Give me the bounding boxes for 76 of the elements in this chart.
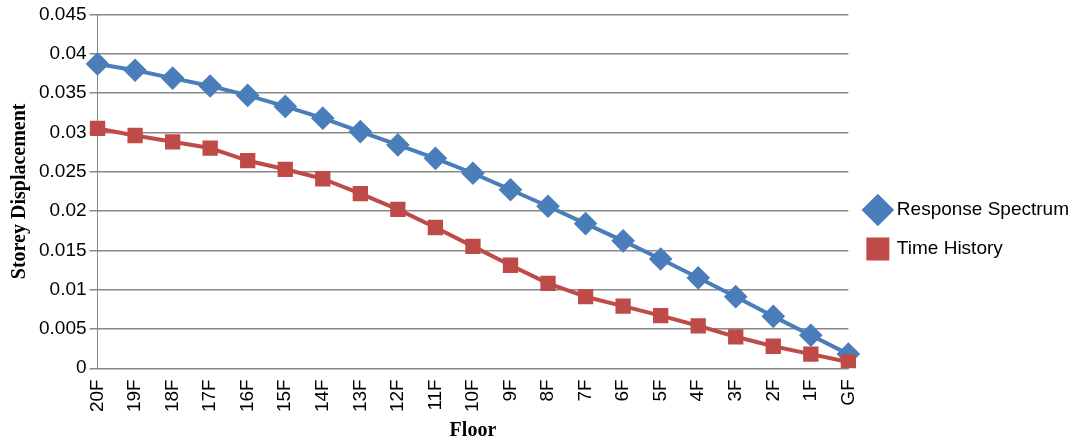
point bbox=[164, 134, 181, 150]
x-tick-label: 6F bbox=[611, 379, 633, 402]
point bbox=[240, 153, 256, 169]
point bbox=[352, 186, 368, 202]
point bbox=[161, 67, 184, 90]
point bbox=[803, 346, 819, 362]
y-tick-label: 0 bbox=[75, 356, 87, 378]
point bbox=[537, 195, 560, 218]
point bbox=[465, 238, 481, 255]
y-tick-label: 0.02 bbox=[49, 199, 87, 221]
point bbox=[615, 298, 631, 314]
x-tick-label: 19F bbox=[123, 379, 145, 413]
point bbox=[124, 59, 147, 82]
point bbox=[199, 74, 222, 97]
x-tick-label: 11F bbox=[423, 379, 445, 411]
x-tick-label: 10F bbox=[461, 379, 483, 413]
y-tick-label: 0.025 bbox=[39, 159, 87, 181]
x-tick-label: 3F bbox=[723, 379, 745, 402]
legend-label: Time History bbox=[896, 237, 1004, 259]
point bbox=[427, 219, 444, 236]
y-tick-label: 0.01 bbox=[49, 277, 87, 299]
point bbox=[728, 329, 744, 345]
y-tick-label: 0.035 bbox=[39, 81, 87, 103]
point bbox=[574, 212, 597, 235]
x-tick-label: 14F bbox=[311, 379, 333, 413]
x-tick-label: 18F bbox=[160, 379, 182, 413]
point bbox=[649, 247, 672, 270]
x-tick-label: 1F bbox=[799, 379, 821, 402]
x-tick-label: 15F bbox=[273, 379, 295, 413]
x-tick-label: 16F bbox=[235, 379, 257, 413]
point bbox=[315, 171, 331, 187]
x-tick-label: 4F bbox=[686, 379, 708, 402]
point bbox=[349, 120, 372, 143]
point bbox=[89, 120, 106, 137]
x-tick-label: 13F bbox=[348, 379, 370, 413]
point bbox=[86, 52, 109, 75]
point bbox=[236, 84, 259, 107]
point bbox=[202, 140, 218, 156]
y-tick-label: 0.04 bbox=[49, 41, 87, 63]
y-tick-label: 0.045 bbox=[39, 2, 87, 24]
y-axis-title: Storey Displacement bbox=[7, 103, 31, 280]
point bbox=[612, 229, 635, 252]
point bbox=[311, 107, 334, 130]
y-tick-label: 0.015 bbox=[39, 238, 87, 260]
point bbox=[502, 257, 519, 273]
point bbox=[461, 162, 484, 185]
x-tick-label: 7F bbox=[573, 379, 595, 402]
point bbox=[540, 275, 556, 291]
point bbox=[386, 133, 409, 156]
point bbox=[653, 307, 669, 324]
point bbox=[499, 178, 522, 201]
point bbox=[687, 266, 710, 289]
legend-label: Response Spectrum bbox=[896, 198, 1070, 220]
x-tick-label: 5F bbox=[648, 379, 670, 402]
point bbox=[390, 201, 406, 218]
point bbox=[690, 318, 706, 334]
x-tick-label: GF bbox=[836, 379, 858, 406]
point bbox=[127, 127, 143, 144]
point bbox=[765, 338, 781, 354]
x-tick-label: 20F bbox=[85, 379, 107, 413]
point bbox=[799, 324, 822, 347]
x-tick-label: 9F bbox=[498, 379, 520, 402]
point bbox=[424, 147, 447, 170]
point bbox=[762, 305, 785, 328]
point bbox=[840, 354, 857, 369]
y-tick-label: 0.03 bbox=[49, 120, 87, 142]
x-axis-title: Floor bbox=[449, 418, 497, 441]
x-tick-label: 12F bbox=[386, 379, 408, 413]
point bbox=[277, 161, 293, 177]
point bbox=[577, 289, 594, 305]
y-tick-label: 0.005 bbox=[39, 317, 87, 339]
x-tick-label: 17F bbox=[198, 379, 220, 413]
point bbox=[724, 285, 747, 308]
point bbox=[274, 95, 297, 118]
x-tick-label: 8F bbox=[536, 379, 558, 402]
x-tick-label: 2F bbox=[761, 379, 783, 402]
